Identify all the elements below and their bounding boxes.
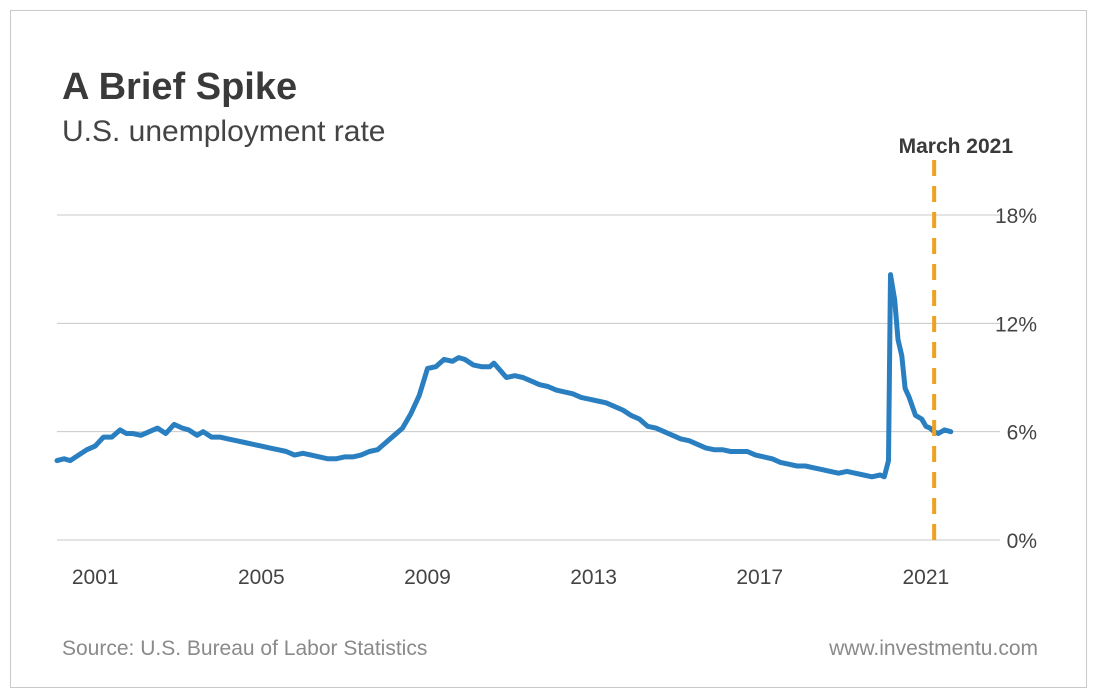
y-tick-label: 0%: [1007, 530, 1037, 553]
x-tick-label: 2017: [736, 566, 783, 589]
chart-frame: [10, 10, 1087, 688]
source-note: Source: U.S. Bureau of Labor Statistics: [62, 637, 428, 660]
series-layer: [54, 272, 954, 480]
y-axis-ticks: 0% 6% 12% 18%: [995, 205, 1037, 553]
annotation-layer: March 2021: [899, 135, 1014, 540]
x-tick-label: 2021: [902, 566, 949, 589]
chart-title: A Brief Spike: [62, 66, 298, 108]
x-tick-label: 2009: [404, 566, 451, 589]
gridlines: [57, 214, 1000, 541]
unemployment-rate-series-line: [54, 272, 954, 480]
y-tick-label: 6%: [1007, 422, 1037, 445]
x-tick-label: 2001: [72, 566, 119, 589]
x-tick-label: 2013: [570, 566, 617, 589]
chart-subtitle: U.S. unemployment rate: [62, 115, 386, 148]
x-tick-label: 2005: [238, 566, 285, 589]
website-link[interactable]: www.investmentu.com: [829, 637, 1038, 660]
y-tick-label: 18%: [995, 205, 1037, 228]
march-2021-label: March 2021: [899, 135, 1014, 158]
x-axis-ticks: 2001 2005 2009 2013 2017 2021: [72, 566, 949, 589]
y-tick-label: 12%: [995, 313, 1037, 336]
